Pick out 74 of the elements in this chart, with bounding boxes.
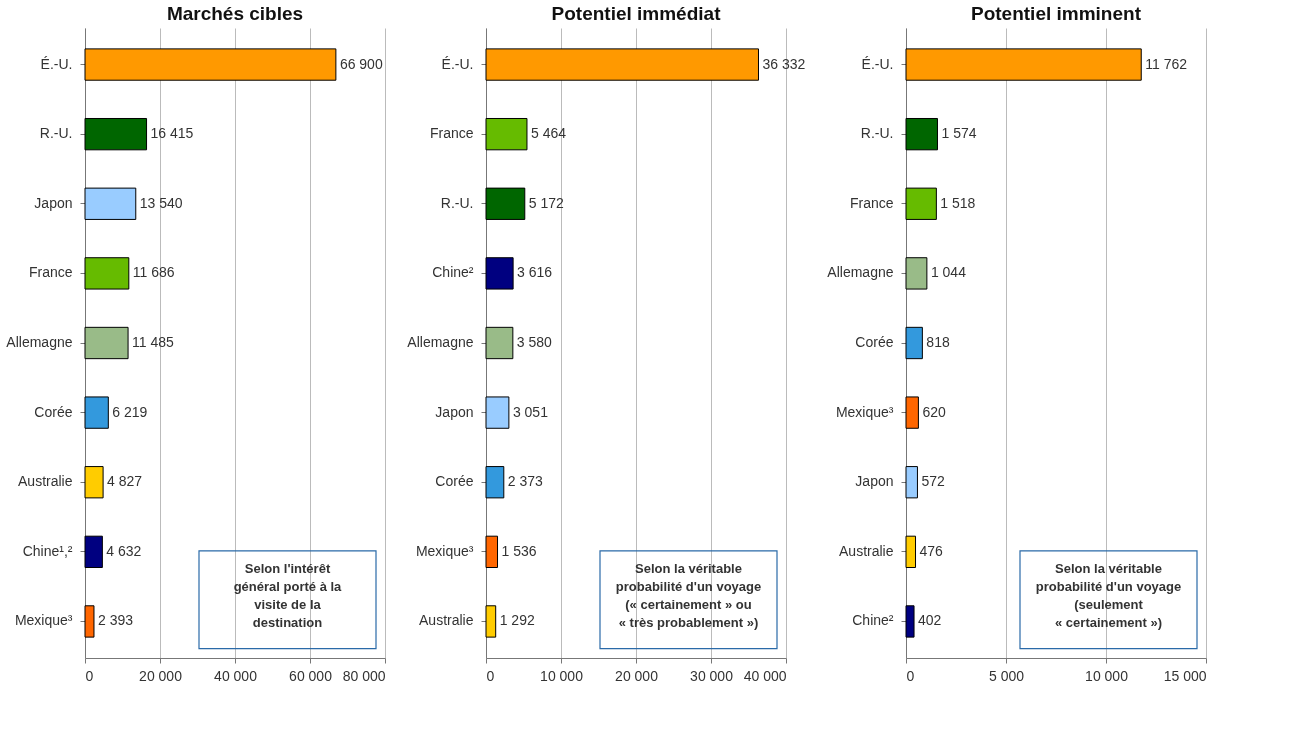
y-tick-label: France xyxy=(849,194,894,211)
x-tick-label: 30 000 xyxy=(690,667,734,684)
y-tick-label: É.-U. xyxy=(40,55,73,72)
y-tick-label: Allemagne xyxy=(6,334,73,350)
data-label: 5 172 xyxy=(528,194,565,211)
x-tick-label: 10 000 xyxy=(1085,667,1129,684)
data-label: 1 292 xyxy=(499,612,535,629)
data-label: 1 518 xyxy=(940,194,976,211)
y-tick-label: Allemagne xyxy=(827,264,894,281)
data-label: 2 393 xyxy=(97,612,134,629)
y-tick-label: É.-U. xyxy=(441,55,474,72)
y-tick-label: Australie xyxy=(18,473,73,490)
y-tick-label: Mexique³ xyxy=(14,612,73,629)
data-label: 11 762 xyxy=(1145,55,1188,72)
x-tick-label: 0 xyxy=(85,667,94,684)
x-tick-label: 0 xyxy=(486,667,495,684)
data-label: 4 632 xyxy=(106,542,142,559)
data-label: 3 580 xyxy=(516,334,553,350)
data-label: 620 xyxy=(922,403,946,420)
x-tick-label: 40 000 xyxy=(743,667,787,684)
y-tick-label: Corée xyxy=(34,403,73,420)
y-tick-label: R.-U. xyxy=(39,125,73,142)
x-tick-label: 60 000 xyxy=(289,667,333,684)
data-label: 818 xyxy=(926,334,950,350)
x-tick-label: 20 000 xyxy=(615,667,659,684)
x-tick-label: 20 000 xyxy=(139,667,183,684)
y-tick-label: Mexique³ xyxy=(415,542,474,559)
y-tick-label: Corée xyxy=(435,473,474,490)
y-tick-label: Corée xyxy=(855,334,894,350)
data-label: 3 051 xyxy=(512,403,549,420)
data-label: 11 485 xyxy=(132,334,175,350)
data-label: 572 xyxy=(921,473,946,490)
y-tick-label: Allemagne xyxy=(407,334,474,350)
data-label: 476 xyxy=(919,542,944,559)
y-tick-label: Japon xyxy=(435,403,474,420)
y-tick-label: R.-U. xyxy=(860,125,894,142)
y-tick-label: R.-U. xyxy=(440,194,474,211)
data-label: 2 373 xyxy=(507,473,544,490)
chart-title: Potentiel imminent xyxy=(971,3,1142,24)
annotation: Selon la véritable probabilité d'un voyage (seulement « certainement ») xyxy=(1035,560,1182,630)
y-tick-label: Japon xyxy=(34,194,73,211)
chart-title: Marchés cibles xyxy=(166,3,304,24)
x-tick-label: 5 000 xyxy=(988,667,1025,684)
data-label: 36 332 xyxy=(762,55,806,72)
y-tick-label: Chine² xyxy=(432,264,474,281)
data-label: 4 827 xyxy=(107,473,143,490)
data-label: 13 540 xyxy=(139,194,183,211)
annotation: Selon l'intérêt général porté à la visite de la destination xyxy=(233,560,343,630)
x-tick-label: 80 000 xyxy=(342,667,386,684)
data-label: 1 536 xyxy=(501,542,537,559)
x-tick-label: 10 000 xyxy=(540,667,584,684)
data-label: 5 464 xyxy=(530,125,567,142)
x-tick-label: 40 000 xyxy=(214,667,258,684)
chart-title: Potentiel immédiat xyxy=(551,3,722,24)
y-tick-label: Chine² xyxy=(852,612,894,629)
data-label: 16 415 xyxy=(150,125,194,142)
y-tick-label: É.-U. xyxy=(861,55,894,72)
data-label: 1 574 xyxy=(941,125,977,142)
y-tick-label: Chine¹,² xyxy=(22,542,73,559)
data-label: 1 044 xyxy=(930,264,967,281)
data-label: 3 616 xyxy=(517,264,553,281)
y-tick-label: Japon xyxy=(855,473,894,490)
y-tick-label: France xyxy=(28,264,73,281)
annotation: Selon la véritable probabilité d'un voyage (« certainement » ou « très probablement ») xyxy=(615,560,762,630)
y-tick-label: Australie xyxy=(419,612,474,629)
y-tick-label: Mexique³ xyxy=(835,403,894,420)
y-tick-label: France xyxy=(429,125,474,142)
x-tick-label: 0 xyxy=(906,667,915,684)
data-label: 402 xyxy=(918,612,942,629)
y-tick-label: Australie xyxy=(839,542,894,559)
data-label: 66 900 xyxy=(339,55,383,72)
x-tick-label: 15 000 xyxy=(1163,667,1207,684)
data-label: 11 686 xyxy=(132,264,175,281)
data-label: 6 219 xyxy=(112,403,148,420)
